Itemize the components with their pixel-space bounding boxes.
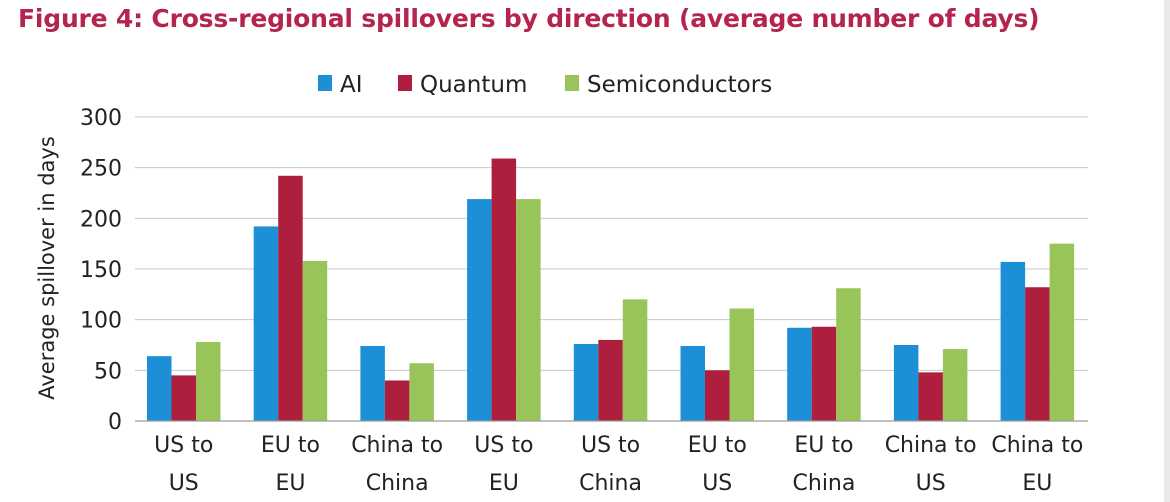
bar-quantum-1 bbox=[278, 175, 303, 421]
bar-quantum-8 bbox=[1025, 287, 1050, 421]
bar-quantum-4 bbox=[598, 339, 623, 421]
bar-ai-6 bbox=[787, 327, 812, 421]
x-category-label: EU to bbox=[261, 433, 320, 458]
legend-swatch-quantum bbox=[398, 75, 412, 91]
legend-label-semiconductors: Semiconductors bbox=[587, 72, 772, 98]
bar-ai-2 bbox=[360, 346, 385, 421]
bar-quantum-3 bbox=[491, 158, 517, 421]
y-axis-label: Average spillover in days bbox=[35, 136, 59, 400]
chart-title: Figure 4: Cross-regional spillovers by d… bbox=[18, 4, 1040, 33]
y-tick-label: 250 bbox=[80, 157, 122, 182]
legend-label-ai: AI bbox=[340, 72, 363, 98]
bar-quantum-0 bbox=[171, 375, 196, 421]
x-category-label: EU bbox=[489, 471, 519, 496]
x-category-label: EU to bbox=[688, 433, 747, 458]
y-tick-label: 0 bbox=[108, 410, 122, 435]
x-category-label: China bbox=[366, 471, 429, 496]
legend: AI Quantum Semiconductors bbox=[318, 72, 772, 98]
bars bbox=[147, 158, 1075, 421]
y-axis-ticks: 0 50 100 150 200 250 300 bbox=[80, 106, 122, 435]
legend-swatch-semiconductors bbox=[565, 75, 579, 91]
bar-semiconductors-2 bbox=[409, 363, 434, 421]
bar-quantum-7 bbox=[918, 372, 943, 421]
y-tick-label: 150 bbox=[80, 258, 122, 283]
x-category-label: US bbox=[916, 471, 946, 496]
x-category-label: EU bbox=[1022, 471, 1052, 496]
x-category-label: US bbox=[169, 471, 199, 496]
bar-semiconductors-8 bbox=[1049, 243, 1075, 421]
bar-semiconductors-3 bbox=[516, 199, 541, 421]
y-tick-label: 200 bbox=[80, 207, 122, 232]
bar-semiconductors-4 bbox=[622, 299, 648, 421]
bar-ai-1 bbox=[253, 226, 279, 421]
legend-label-quantum: Quantum bbox=[420, 72, 527, 98]
bar-quantum-2 bbox=[384, 380, 410, 421]
x-category-label: US bbox=[702, 471, 732, 496]
x-category-label: China to bbox=[351, 433, 443, 458]
bar-semiconductors-1 bbox=[302, 260, 328, 421]
x-category-label: EU bbox=[275, 471, 305, 496]
bar-quantum-5 bbox=[705, 370, 730, 421]
x-category-label: China bbox=[579, 471, 642, 496]
bar-ai-0 bbox=[147, 356, 172, 421]
legend-swatch-ai bbox=[318, 75, 332, 91]
x-axis-categories: US to US EU to EU China to China US to EU US to C… bbox=[154, 433, 1083, 496]
bar-quantum-6 bbox=[811, 326, 837, 421]
x-category-label: US to bbox=[474, 433, 533, 458]
x-category-label: China bbox=[793, 471, 856, 496]
bar-ai-3 bbox=[467, 199, 492, 421]
bar-semiconductors-6 bbox=[836, 288, 861, 421]
x-category-label: China to bbox=[885, 433, 977, 458]
bar-semiconductors-0 bbox=[196, 341, 221, 421]
bar-semiconductors-5 bbox=[729, 308, 754, 421]
y-tick-label: 100 bbox=[80, 309, 122, 334]
bar-ai-7 bbox=[893, 345, 919, 421]
x-category-label: US to bbox=[581, 433, 640, 458]
y-tick-label: 300 bbox=[80, 106, 122, 131]
x-category-label: EU to bbox=[794, 433, 853, 458]
bar-ai-8 bbox=[1000, 261, 1026, 421]
x-category-label: China to bbox=[991, 433, 1083, 458]
window-edge bbox=[1164, 0, 1170, 502]
bar-ai-5 bbox=[680, 346, 705, 421]
bar-ai-4 bbox=[573, 343, 599, 421]
y-tick-label: 50 bbox=[94, 359, 122, 384]
x-category-label: US to bbox=[154, 433, 213, 458]
bar-semiconductors-7 bbox=[942, 349, 968, 421]
